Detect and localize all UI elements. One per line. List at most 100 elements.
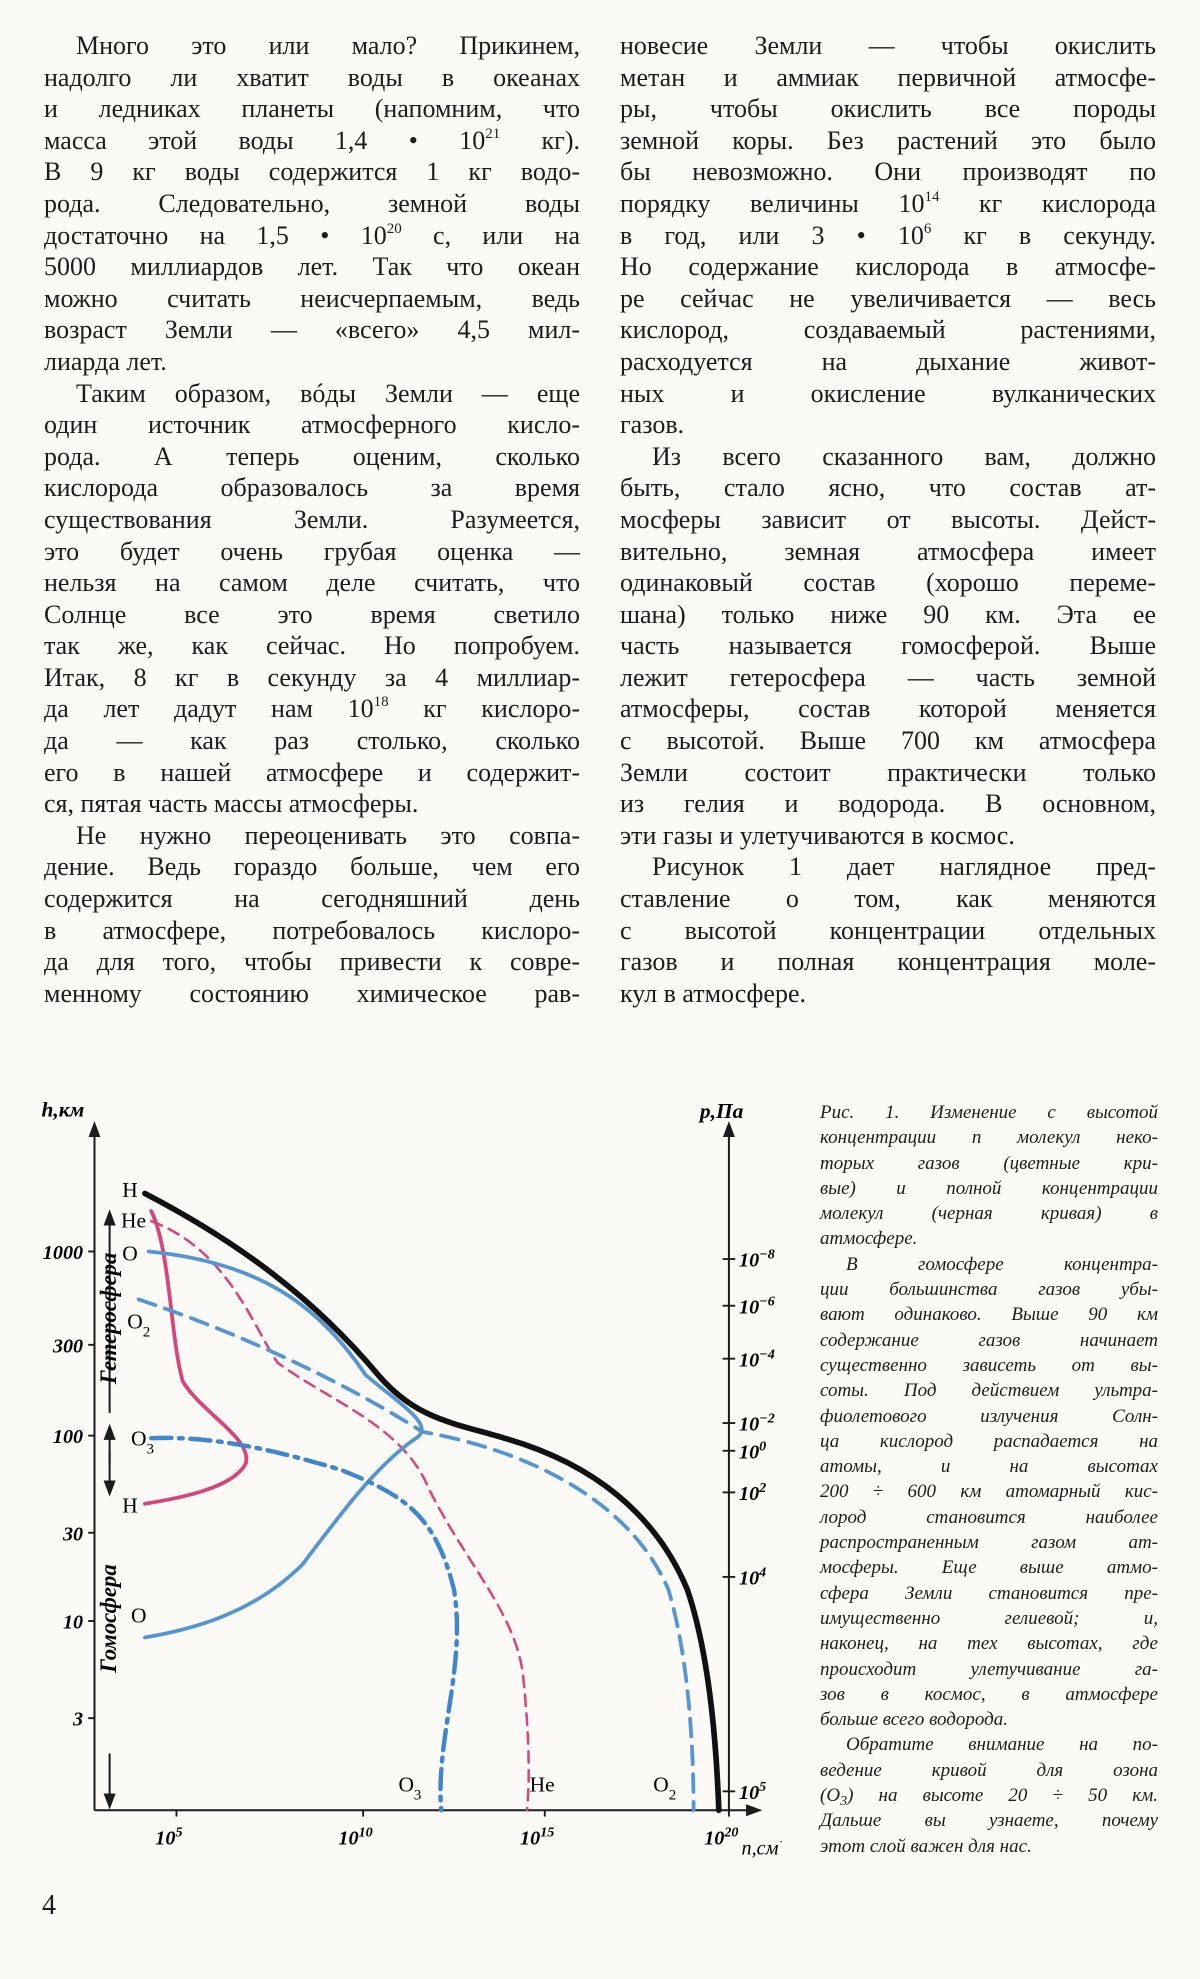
region-label: Гетеросфера (96, 1253, 121, 1385)
x-tick-label: 105 (155, 1824, 182, 1849)
y-axis-label: h,км (42, 1098, 85, 1122)
text-run: 10 (739, 1349, 759, 1371)
text-line: Рисунок 1 дает наглядное пред- (652, 852, 1156, 882)
text-run: 10 (739, 1296, 759, 1318)
text-line: вительно, земная атмосфера имеет (620, 536, 1156, 566)
text-line: дение. Ведь гораздо больше, чем его (44, 852, 580, 882)
text-run: с, или на (401, 220, 581, 250)
text-line: (O3) на высоте 20 ÷ 50 км. (820, 1783, 1158, 1810)
superscript: 4 (758, 1564, 766, 1580)
superscript: 6 (923, 220, 932, 237)
superscript: 14 (924, 188, 940, 205)
text-line: ных и окисление вулканических (620, 378, 1156, 408)
text-run: 10 (704, 1827, 724, 1849)
text-line: одинаковый состав (хорошо переме- (620, 568, 1156, 598)
text-line: имущественно гелиевой; и, (820, 1607, 1158, 1629)
text-line: Но содержание кислорода в атмосфе- (620, 252, 1156, 282)
y-tick-label: 30 (62, 1523, 83, 1545)
superscript: 21 (485, 125, 501, 142)
text-run: достаточно на 1,5 • 10 (44, 220, 387, 250)
superscript: 10 (359, 1824, 373, 1840)
text-line: в атмосфере, потребовалось кислоро- (44, 915, 580, 945)
text-run: кг кислорода (939, 188, 1156, 218)
text-line: больше всего водорода. (820, 1709, 1009, 1731)
curve-h (143, 1209, 249, 1506)
text-line: Обратите внимание на по- (846, 1734, 1158, 1756)
text-line: лиарда лет. (44, 346, 167, 376)
text-line: соты. Под действием ультра- (820, 1380, 1158, 1402)
curve-label: H (122, 1178, 137, 1202)
y-tick-label: 10 (63, 1612, 83, 1634)
curve-label: O3 (398, 1772, 421, 1803)
text-line: да лет дадут нам 1018 кг кислоро- (44, 693, 580, 725)
text-line: ставление о том, как меняются (620, 884, 1156, 914)
superscript: −3 (778, 1834, 782, 1850)
text-line: концентрации n молекул неко- (820, 1127, 1158, 1149)
p-tick-label: 10−4 (739, 1346, 775, 1371)
text-run: O (398, 1772, 413, 1796)
text-line: содержание газов начинает (820, 1329, 1158, 1351)
text-line: молекул (черная кривая) в (820, 1203, 1158, 1225)
text-line: атмосферы, состав которой меняется (620, 694, 1156, 724)
superscript: −6 (759, 1293, 776, 1309)
superscript: 0 (759, 1438, 766, 1454)
curve-o (143, 1249, 424, 1640)
text-line: мосферы зависит от высоты. Дейст- (620, 504, 1156, 534)
text-line: вают одинаково. Выше 90 км (820, 1304, 1158, 1326)
text-line: атмосфере. (820, 1228, 918, 1250)
text-line: сфера Земли становится пре- (820, 1582, 1158, 1604)
text-line: этот слой важен для нас. (820, 1835, 1032, 1857)
text-line: земной коры. Без растений это было (620, 125, 1156, 155)
text-run: O (131, 1427, 146, 1451)
text-line: 200 ÷ 600 км атомарный кис- (820, 1481, 1158, 1503)
text-line: шана) только ниже 90 км. Эта ее (620, 599, 1156, 629)
subscript: 2 (669, 1787, 677, 1803)
text-line: масса этой воды 1,4 • 1021 кг). (44, 125, 580, 157)
superscript: −8 (759, 1247, 775, 1263)
figure-caption: Рис. 1. Изменение с высотой концентрации … (820, 1100, 1158, 1859)
x-tick-label: 1015 (520, 1824, 554, 1849)
text-line: ции большинства газов убы- (820, 1279, 1158, 1301)
curve-label: O2 (653, 1772, 676, 1803)
curve-total (142, 1190, 722, 1814)
text-line: и ледниках планеты (напомним, что (44, 94, 580, 124)
text-line: рода. А теперь оценим, сколько (44, 441, 580, 471)
superscript: 20 (723, 1824, 738, 1840)
text-line: ре сейчас не увеличивается — весь (620, 283, 1156, 313)
text-run: да лет дадут нам 10 (44, 694, 374, 724)
text-run: O (127, 1309, 142, 1333)
text-line: возраст Земли — «всего» 4,5 мил- (44, 315, 580, 345)
text-line: это будет очень грубая оценка — (44, 536, 580, 566)
text-line: один источник атмосферного кисло- (44, 410, 580, 440)
text-line: можно считать неисчерпаемым, ведь (44, 283, 580, 313)
text-line: атомы, и на высотах (820, 1456, 1158, 1478)
text-run: 10 (739, 1250, 759, 1272)
subscript: 3 (147, 1442, 155, 1458)
axes (88, 1121, 763, 1817)
curve-label: He (121, 1209, 146, 1233)
text-line: ведение кривой для озона (820, 1759, 1158, 1781)
text-line: бы невозможно. Они производят по (620, 157, 1156, 187)
text-column: новесие Земли — чтобы окислить метан и ам… (620, 30, 1156, 1009)
text-run: кг кислоро- (388, 694, 580, 724)
text-run: O (653, 1772, 668, 1796)
text-run: 10 (155, 1827, 175, 1849)
text-line: вые) и полной концентрации (820, 1177, 1158, 1199)
text-line: 5000 миллиардов лет. Так что океан (44, 252, 580, 282)
text-line: Солнце все это время светило (44, 599, 580, 629)
superscript: 15 (540, 1824, 554, 1840)
text-run: кг в секунду. (931, 220, 1156, 250)
subscript: 3 (840, 1794, 848, 1810)
text-line: лород становится наиболее (820, 1506, 1158, 1528)
text-line: содержится на сегодняшний день (44, 884, 580, 914)
text-line: да — как раз столько, сколько (44, 726, 580, 756)
curve-label: He (530, 1772, 555, 1796)
curve-he (149, 1219, 530, 1812)
text-line: надолго ли хватит воды в океанах (44, 62, 580, 92)
text-line: зов в космос, в атмосфере (820, 1683, 1158, 1705)
p-tick-label: 105 (739, 1779, 766, 1804)
text-run: 10 (338, 1827, 358, 1849)
text-line: рода. Следовательно, земной воды (44, 188, 580, 218)
text-line: Таким образом, вóды Земли — еще (76, 378, 580, 408)
text-line: ры, чтобы окислить все породы (620, 94, 1156, 124)
